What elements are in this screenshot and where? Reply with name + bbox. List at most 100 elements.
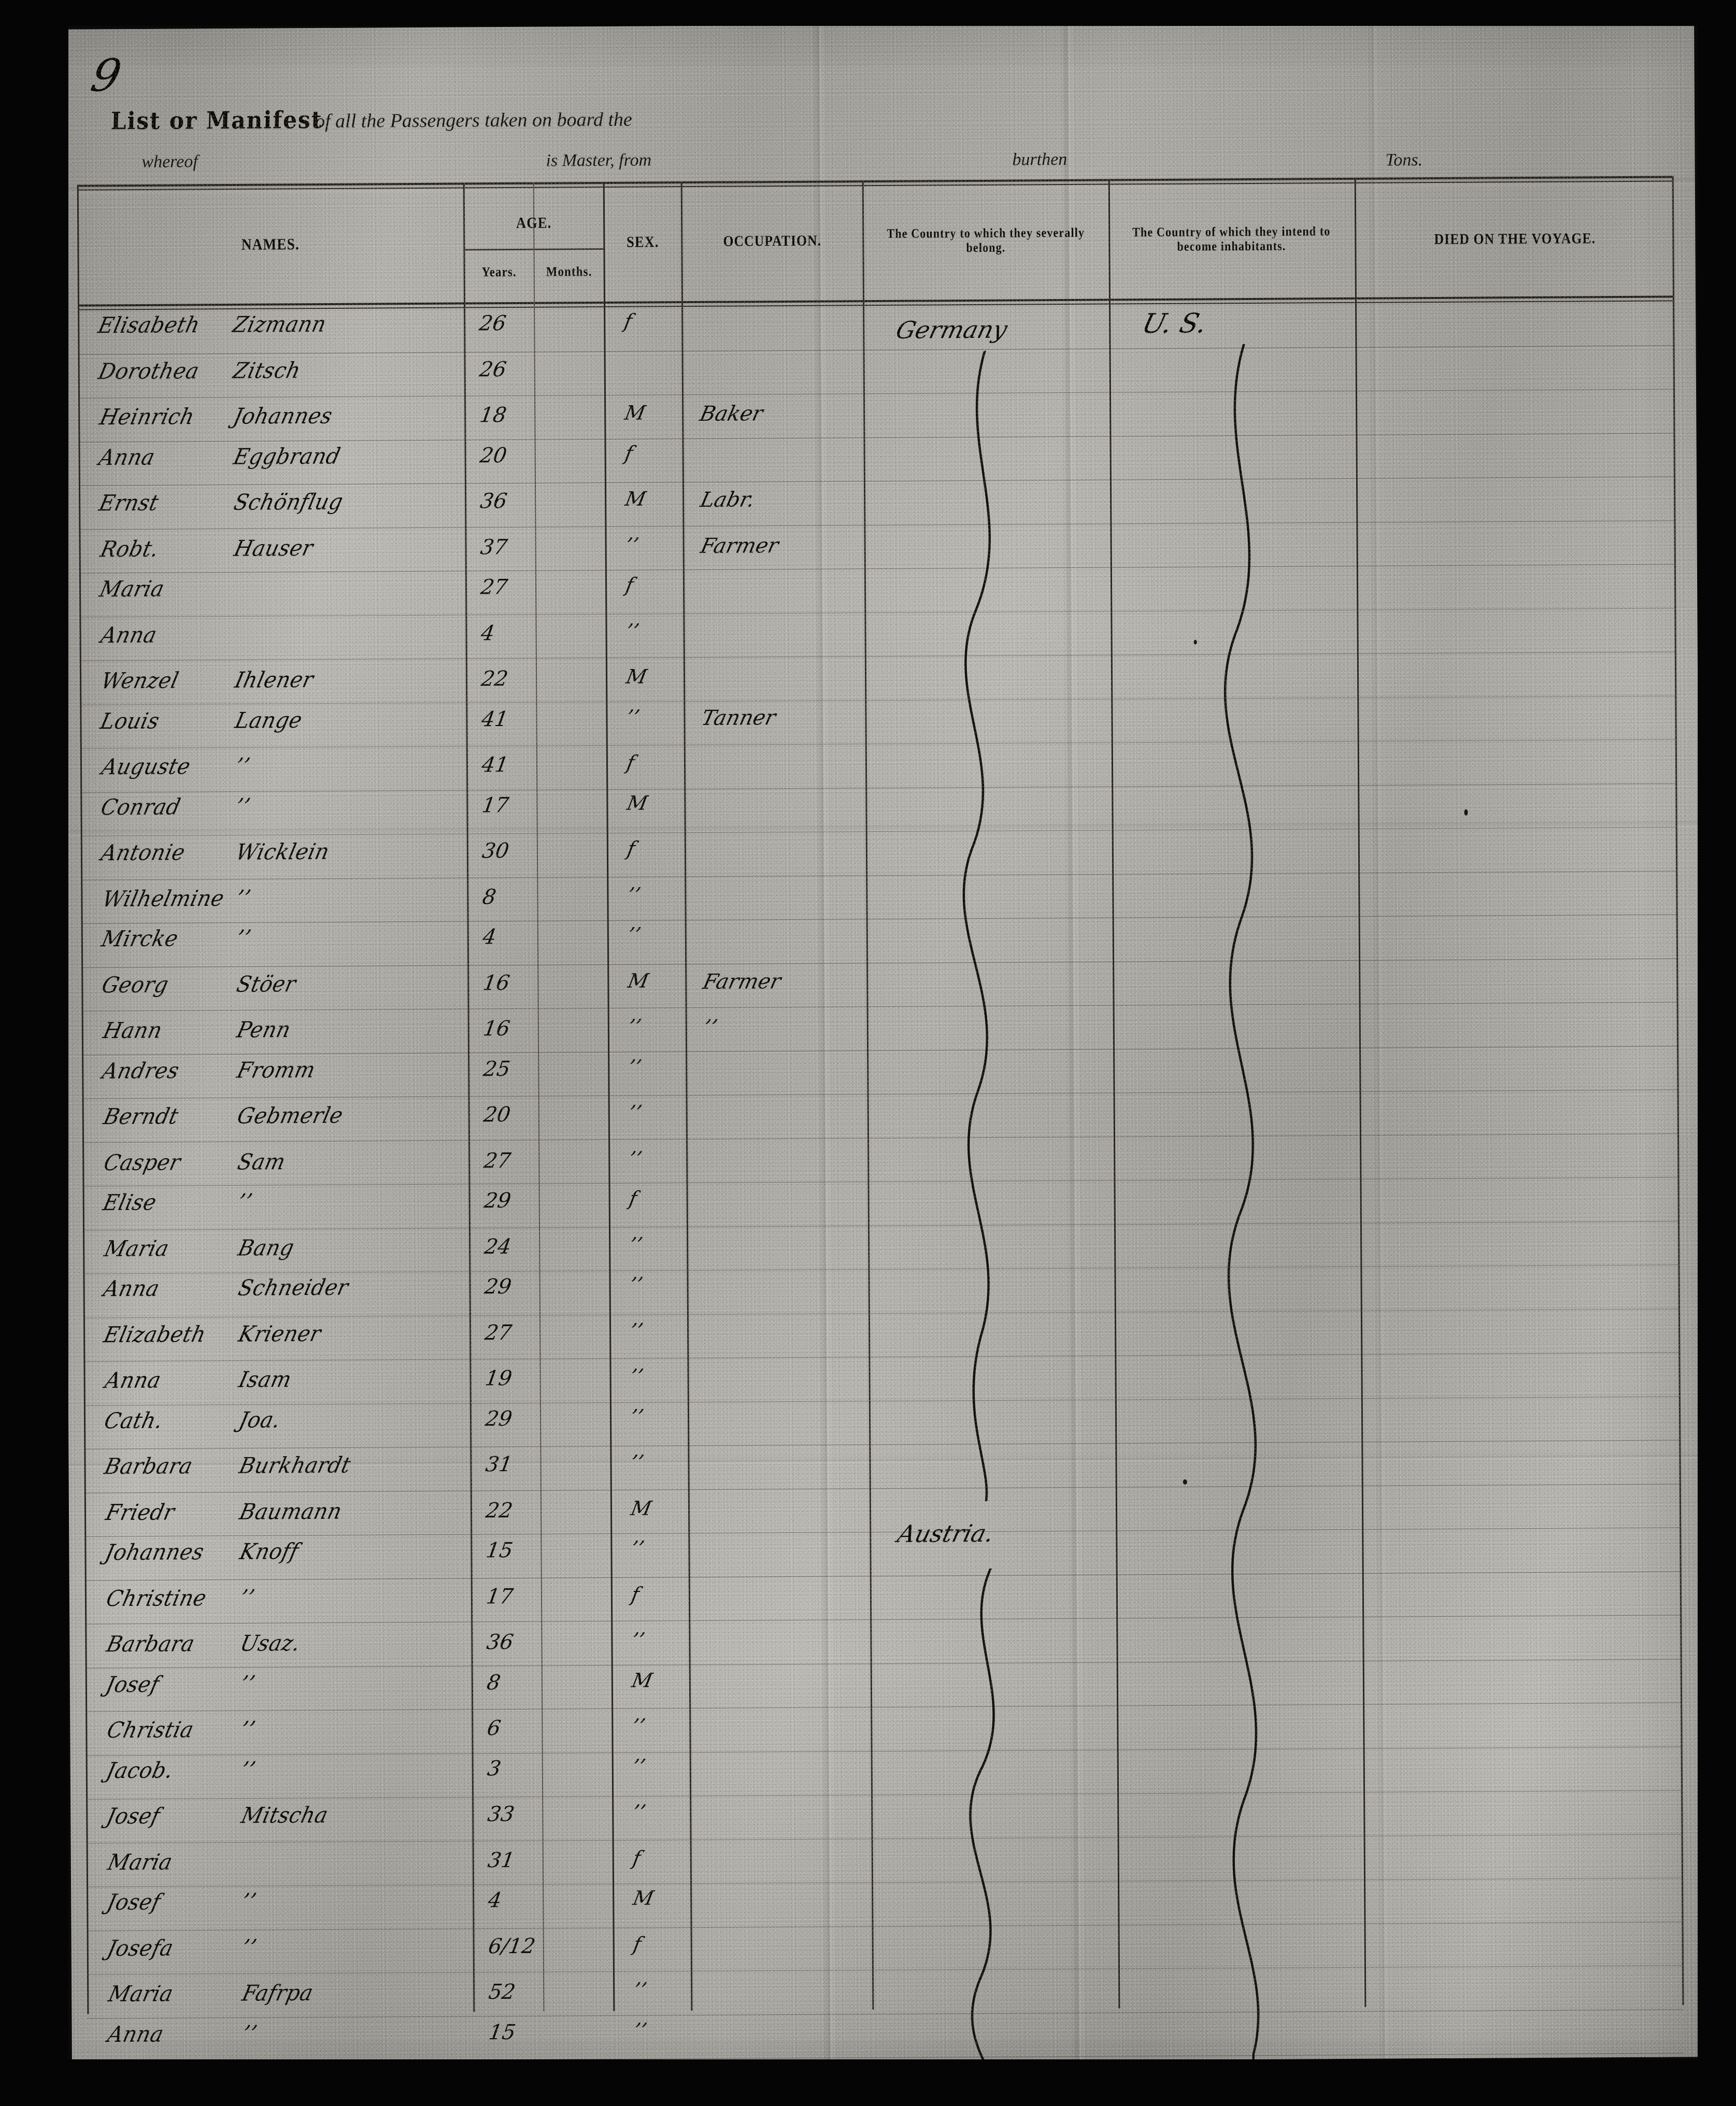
row-rule	[83, 1264, 1679, 1274]
cell-given-name: Berndt	[101, 1104, 181, 1130]
country-belong-germany: Germany	[893, 316, 1011, 344]
whereof-label: whereof	[141, 152, 197, 172]
row-rule	[79, 520, 1675, 530]
cell-given-name: Auguste	[99, 754, 193, 780]
col-divider-years-months	[533, 182, 545, 2012]
row-rule	[87, 1965, 1683, 1974]
cell-sex: ’’	[632, 2018, 648, 2041]
ditto-squiggle-belong-1	[907, 350, 1069, 1502]
row-rule	[83, 1308, 1680, 1318]
cell-sex: ’’	[624, 619, 641, 642]
column-header-occupation: OCCUPATION.	[693, 232, 851, 250]
row-rule	[83, 1221, 1679, 1230]
cell-age-years: 8	[485, 1671, 502, 1695]
manifest-paper-sheet: 9 List or Manifest of all the Passengers…	[61, 20, 1705, 2066]
cell-sex: ’’	[626, 923, 643, 946]
cell-age-years: 16	[481, 1017, 511, 1041]
cell-sex: f	[622, 310, 634, 333]
row-rule	[82, 1133, 1678, 1143]
cell-given-name: Antonie	[98, 840, 188, 866]
cell-occupation: Tanner	[699, 706, 778, 730]
country-inhabit-us: U. S.	[1139, 308, 1210, 339]
col-divider-belong-inhabit	[1108, 179, 1120, 2009]
burthen-label: burthen	[1012, 150, 1067, 170]
cell-surname: Johannes	[231, 404, 335, 430]
cell-sex: ’’	[632, 1979, 648, 2001]
cell-surname: Mitscha	[239, 1803, 331, 1829]
cell-surname: ’’	[238, 1671, 257, 1697]
cell-sex: ’’	[625, 883, 642, 906]
cell-sex: f	[632, 1932, 643, 1955]
cell-sex: f	[625, 751, 636, 774]
cell-surname: Isam	[236, 1367, 294, 1392]
cell-surname: Lange	[233, 707, 305, 733]
cell-sex: f	[628, 1187, 639, 1210]
row-rule	[80, 783, 1676, 792]
cell-surname: Burkhardt	[237, 1453, 353, 1478]
cell-sex: M	[631, 1886, 656, 1909]
cell-sex: M	[626, 969, 650, 992]
cell-surname: Kriener	[236, 1321, 324, 1347]
row-rule	[78, 433, 1674, 442]
cell-given-name: Ernst	[97, 490, 161, 516]
row-rule	[81, 958, 1677, 967]
cell-given-name: Anna	[103, 1368, 163, 1393]
cell-age-years: 17	[485, 1584, 515, 1608]
cell-given-name: Wenzel	[99, 668, 181, 694]
row-rule	[87, 1877, 1683, 1887]
cell-occupation: Farmer	[698, 534, 780, 558]
col-divider-inhabit-died	[1355, 178, 1367, 2007]
cell-age-years: 29	[483, 1275, 513, 1299]
cell-given-name: Louis	[98, 708, 162, 734]
is-master-from-label: is Master, from	[546, 150, 651, 170]
cell-surname: ’’	[238, 1717, 258, 1742]
cell-sex: ’’	[629, 1405, 645, 1428]
passenger-table: NAMES. AGE. Years. Months. SEX. OCCUPATI…	[77, 176, 1684, 2014]
cell-sex: ’’	[628, 1273, 644, 1296]
cell-given-name: Christia	[105, 1717, 196, 1743]
cell-sex: ’’	[631, 1801, 647, 1824]
cell-given-name: Mircke	[99, 926, 180, 952]
cell-sex: M	[623, 402, 647, 424]
row-rule	[80, 651, 1676, 661]
page-number: 9	[87, 50, 125, 102]
column-header-months: Months.	[539, 264, 600, 279]
manifest-title-gothic: List or Manifest	[110, 106, 323, 135]
cell-surname: ’’	[234, 926, 253, 951]
cell-sex: ’’	[624, 705, 641, 728]
ink-fleck	[1464, 809, 1468, 816]
cell-given-name: Anna	[98, 622, 159, 648]
cell-surname: Bang	[236, 1235, 297, 1260]
cell-sex: ’’	[629, 1451, 645, 1474]
cell-surname: Fafrpa	[240, 1981, 316, 2007]
cell-sex: ’’	[628, 1319, 645, 1342]
cell-given-name: Barbara	[102, 1454, 195, 1479]
row-rule	[84, 1484, 1681, 1493]
cell-surname: Gebmerle	[235, 1103, 345, 1129]
column-header-sex: SEX.	[609, 233, 676, 251]
cell-sex: ’’	[627, 1055, 643, 1078]
cell-given-name: Josef	[105, 1889, 163, 1915]
row-rule	[85, 1571, 1681, 1581]
cell-age-years: 26	[478, 311, 508, 335]
cell-age-years: 41	[480, 753, 510, 777]
cell-surname: ’’	[235, 1189, 254, 1215]
row-rule	[81, 914, 1677, 923]
cell-age-years: 36	[485, 1630, 515, 1654]
cell-given-name: Hann	[101, 1018, 164, 1043]
cell-surname: ’’	[233, 794, 252, 819]
cell-surname: Usaz.	[238, 1631, 303, 1656]
cell-surname: ’’	[234, 886, 253, 911]
cell-age-years: 24	[483, 1234, 513, 1258]
cell-sex: ’’	[629, 1537, 646, 1560]
cell-sex: ’’	[628, 1365, 645, 1388]
cell-age-years: 17	[480, 793, 510, 817]
row-rule	[81, 827, 1677, 836]
row-rule	[87, 2009, 1683, 2018]
cell-surname: Stöer	[234, 971, 298, 997]
row-rule	[79, 608, 1675, 617]
cell-given-name: Georg	[99, 972, 171, 998]
cell-age-years: 25	[482, 1057, 512, 1081]
row-rule	[80, 739, 1676, 748]
cell-sex: f	[630, 1583, 641, 1605]
